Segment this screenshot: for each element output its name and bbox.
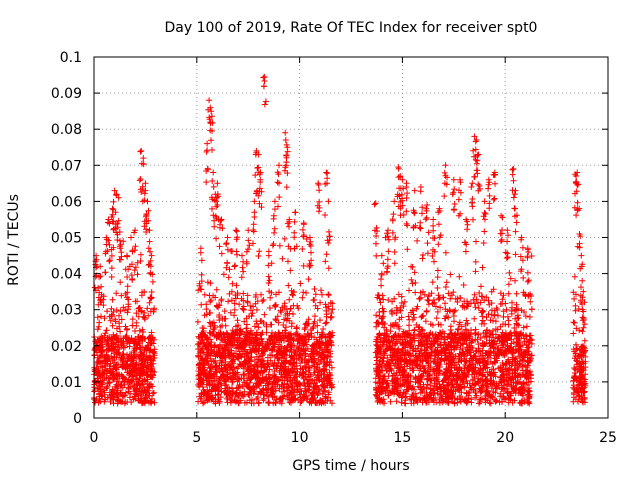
x-tick-label: 15 [393, 430, 411, 446]
x-tick-label: 5 [192, 430, 201, 446]
x-tick-label: 10 [291, 430, 309, 446]
y-tick-label: 0.04 [51, 267, 82, 283]
x-tick-label: 25 [599, 430, 617, 446]
y-tick-label: 0.07 [51, 158, 82, 174]
y-tick-label: 0 [73, 411, 82, 427]
chart-title: Day 100 of 2019, Rate Of TEC Index for r… [165, 20, 538, 36]
x-tick-label: 20 [496, 430, 514, 446]
x-axis-label: GPS time / hours [292, 458, 409, 474]
y-tick-label: 0.08 [51, 122, 82, 138]
x-tick-label: 0 [90, 430, 99, 446]
y-axis-label: ROTI / TECUs [6, 194, 22, 286]
data-points [91, 73, 589, 407]
ticks: 0 5 10 15 20 25 0 0.01 0.02 0.03 0.04 0.05 0.06 0.07 0… [51, 50, 617, 446]
y-tick-label: 0.02 [51, 339, 82, 355]
y-tick-label: 0.09 [51, 86, 82, 102]
y-tick-label: 0.1 [60, 50, 82, 66]
y-tick-label: 0.06 [51, 194, 82, 210]
y-tick-label: 0.05 [51, 231, 82, 247]
series-spt0-markers [91, 73, 589, 407]
y-tick-label: 0.01 [51, 375, 82, 391]
y-tick-label: 0.03 [51, 303, 82, 319]
